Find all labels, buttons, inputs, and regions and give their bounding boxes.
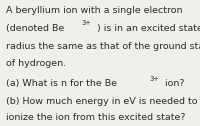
Text: A beryllium ion with a single electron: A beryllium ion with a single electron <box>6 6 182 15</box>
Text: (a) What is n for the Be: (a) What is n for the Be <box>6 79 117 88</box>
Text: ion?: ion? <box>162 79 184 88</box>
Text: ) is in an excited state with: ) is in an excited state with <box>94 24 200 33</box>
Text: 3+: 3+ <box>81 20 91 26</box>
Text: (denoted Be: (denoted Be <box>6 24 64 33</box>
Text: 3+: 3+ <box>149 76 159 82</box>
Text: radius the same as that of the ground state: radius the same as that of the ground st… <box>6 41 200 51</box>
Text: (b) How much energy in eV is needed to: (b) How much energy in eV is needed to <box>6 97 198 106</box>
Text: of hydrogen.: of hydrogen. <box>6 59 66 68</box>
Text: ionize the ion from this excited state?: ionize the ion from this excited state? <box>6 113 186 122</box>
